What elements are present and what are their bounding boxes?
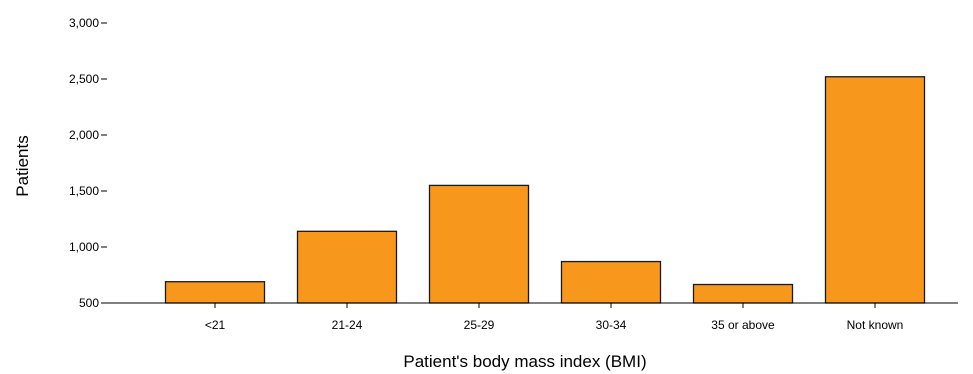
bar <box>560 260 662 304</box>
x-tick-label: 30-34 <box>596 318 627 332</box>
x-tick-label: 21-24 <box>332 318 363 332</box>
x-axis-title: Patient's body mass index (BMI) <box>403 352 646 371</box>
y-axis-title: Patients <box>13 135 32 196</box>
y-tick-label: 1,000 <box>69 240 99 254</box>
x-tick-label: 25-29 <box>464 318 495 332</box>
y-tick-label: 2,000 <box>69 128 99 142</box>
x-tick-label: Not known <box>847 318 904 332</box>
bar <box>164 281 266 304</box>
bar <box>296 230 398 304</box>
y-tick-label: 500 <box>79 296 99 310</box>
y-tick-label: 3,000 <box>69 16 99 30</box>
y-tick-label: 2,500 <box>69 72 99 86</box>
bar <box>692 283 794 304</box>
y-tick-label: 1,500 <box>69 184 99 198</box>
bar <box>824 76 926 304</box>
plot-area: 500 1,000 1,500 2,000 2,500 3,000 <21 21-24 25-2… <box>69 16 958 332</box>
x-tick-label: 35 or above <box>711 318 775 332</box>
x-tick-label: <21 <box>205 318 226 332</box>
bar <box>428 184 530 304</box>
